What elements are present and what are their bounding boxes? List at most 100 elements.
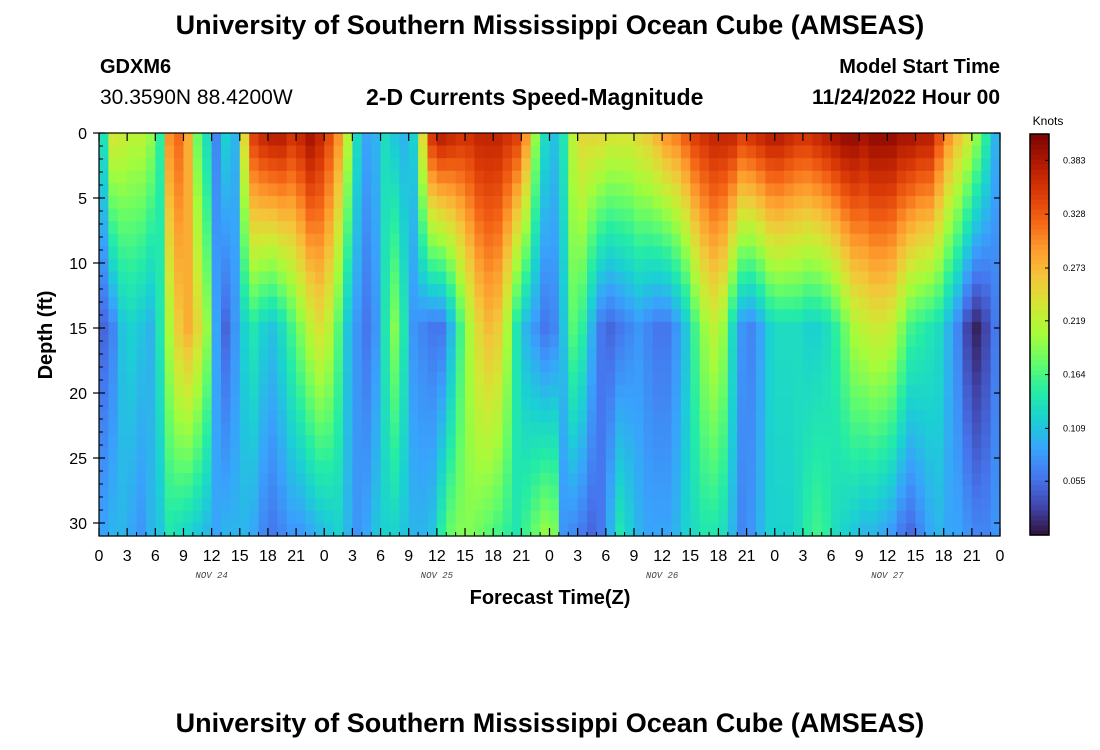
heatmap-cell — [230, 183, 241, 197]
heatmap-cell — [127, 296, 138, 310]
heatmap-cell — [389, 221, 400, 235]
heatmap-cell — [183, 397, 194, 411]
heatmap-cell — [793, 296, 804, 310]
heatmap-cell — [530, 133, 541, 147]
heatmap-cell — [953, 510, 964, 524]
heatmap-cell — [727, 523, 738, 537]
heatmap-cell — [859, 510, 870, 524]
heatmap-cell — [408, 170, 419, 184]
heatmap-cell — [502, 271, 513, 285]
heatmap-cell — [962, 485, 973, 499]
heatmap-cell — [174, 498, 185, 512]
heatmap-cell — [699, 246, 710, 260]
heatmap-cell — [239, 233, 250, 247]
heatmap-cell — [615, 384, 626, 399]
heatmap-cell — [558, 334, 569, 348]
heatmap-cell — [408, 447, 419, 462]
colorbar-swatch — [1030, 159, 1049, 165]
colorbar-swatch — [1030, 294, 1049, 301]
heatmap-cell — [465, 183, 476, 197]
heatmap-cell — [502, 284, 513, 298]
heatmap-cell — [943, 321, 954, 336]
heatmap-cell — [849, 334, 860, 348]
heatmap-cell — [145, 473, 156, 487]
heatmap-cell — [521, 460, 532, 474]
heatmap-cell — [446, 195, 457, 210]
heatmap-cell — [465, 334, 476, 348]
heatmap-cell — [962, 498, 973, 512]
heatmap-cell — [690, 397, 701, 411]
heatmap-cell — [896, 258, 907, 273]
heatmap-cell — [99, 334, 109, 348]
heatmap-cell — [887, 195, 898, 210]
heatmap-cell — [305, 258, 316, 273]
heatmap-cell — [643, 246, 654, 260]
heatmap-cell — [981, 296, 992, 310]
heatmap-cell — [624, 523, 635, 537]
heatmap-cell — [746, 397, 757, 411]
heatmap-cell — [380, 271, 391, 285]
heatmap-cell — [690, 221, 701, 235]
heatmap-cell — [587, 473, 598, 487]
colorbar-frame — [1029, 133, 1050, 536]
heatmap-cell — [296, 195, 307, 210]
heatmap-cell — [427, 447, 438, 462]
heatmap-cell — [530, 359, 541, 373]
heatmap-cell — [784, 435, 795, 449]
heatmap-cell — [521, 334, 532, 348]
heatmap-cell — [371, 133, 382, 147]
heatmap-cell — [249, 334, 260, 348]
heatmap-cell — [755, 422, 766, 436]
heatmap-cell — [108, 195, 119, 210]
heatmap-cell — [540, 296, 551, 310]
heatmap-cell — [258, 435, 269, 449]
heatmap-cell — [652, 359, 663, 373]
heatmap-cell — [934, 422, 945, 436]
heatmap-cell — [831, 158, 842, 172]
heatmap-cell — [455, 271, 466, 285]
heatmap-cell — [624, 195, 635, 210]
heatmap-cell — [483, 473, 494, 487]
heatmap-cell — [436, 208, 447, 222]
heatmap-cell — [915, 221, 926, 235]
heatmap-cell — [286, 158, 297, 172]
heatmap-cell — [737, 271, 748, 285]
heatmap-cell — [521, 284, 532, 298]
heatmap-cell — [802, 284, 813, 298]
heatmap-cell — [277, 221, 288, 235]
heatmap-cell — [164, 321, 175, 336]
heatmap-cell — [305, 246, 316, 260]
heatmap-cell — [709, 359, 720, 373]
heatmap-cell — [671, 334, 682, 348]
heatmap-cell — [605, 296, 616, 310]
heatmap-cell — [605, 258, 616, 273]
heatmap-cell — [483, 271, 494, 285]
heatmap-cell — [521, 183, 532, 197]
heatmap-cell — [540, 498, 551, 512]
heatmap-cell — [183, 246, 194, 260]
heatmap-cell — [511, 384, 522, 399]
heatmap-cell — [718, 183, 729, 197]
heatmap-cell — [915, 410, 926, 424]
heatmap-cell — [971, 460, 982, 474]
heatmap-cell — [849, 397, 860, 411]
heatmap-cell — [699, 133, 710, 147]
heatmap-cell — [117, 133, 128, 147]
heatmap-cell — [812, 296, 823, 310]
heatmap-cell — [953, 246, 964, 260]
heatmap-cell — [483, 221, 494, 235]
heatmap-cell — [859, 284, 870, 298]
heatmap-cell — [990, 422, 1001, 436]
heatmap-cell — [474, 284, 485, 298]
heatmap-cell — [971, 347, 982, 361]
heatmap-cell — [680, 221, 691, 235]
heatmap-cell — [568, 195, 579, 210]
heatmap-cell — [155, 510, 166, 524]
heatmap-cell — [136, 347, 147, 361]
heatmap-cell — [127, 145, 138, 159]
heatmap-cell — [324, 447, 335, 462]
heatmap-cell — [643, 208, 654, 222]
heatmap-cell — [558, 221, 569, 235]
heatmap-cell — [605, 246, 616, 260]
heatmap-cell — [849, 321, 860, 336]
